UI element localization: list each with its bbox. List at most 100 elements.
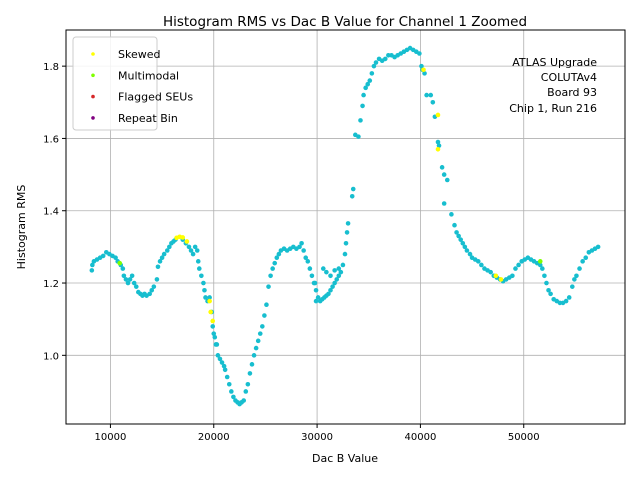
data-point bbox=[328, 287, 333, 293]
data-point bbox=[125, 280, 131, 286]
legend-marker bbox=[91, 73, 95, 78]
data-point bbox=[159, 255, 165, 261]
data-point bbox=[421, 67, 426, 73]
y-tick-label: 1.2 bbox=[43, 279, 59, 290]
data-point bbox=[157, 259, 163, 264]
annotation-line-2: COLUTAv4 bbox=[541, 71, 597, 84]
data-point bbox=[435, 146, 441, 152]
data-point bbox=[195, 259, 201, 264]
data-point bbox=[253, 345, 259, 351]
data-point bbox=[336, 266, 342, 271]
data-point bbox=[194, 248, 200, 253]
data-point bbox=[268, 273, 273, 279]
data-point bbox=[89, 268, 95, 273]
data-point bbox=[510, 273, 515, 279]
data-point bbox=[422, 71, 427, 76]
data-point bbox=[595, 244, 601, 250]
data-point bbox=[344, 230, 350, 235]
data-point bbox=[444, 177, 450, 183]
data-point bbox=[467, 251, 473, 257]
data-point bbox=[574, 273, 579, 279]
data-point bbox=[272, 260, 278, 266]
data-point bbox=[161, 251, 167, 257]
data-point bbox=[373, 60, 379, 65]
data-point bbox=[343, 240, 349, 246]
data-point bbox=[358, 118, 363, 123]
data-point bbox=[315, 295, 321, 300]
data-point bbox=[299, 240, 304, 246]
data-point bbox=[196, 266, 202, 271]
data-point bbox=[221, 363, 227, 369]
series-skewed bbox=[174, 67, 504, 324]
data-point bbox=[350, 186, 356, 192]
data-point bbox=[90, 262, 95, 268]
data-point bbox=[199, 273, 204, 279]
data-point bbox=[452, 222, 457, 228]
data-point bbox=[151, 284, 157, 289]
x-tick-label: 20000 bbox=[198, 432, 230, 443]
y-tick-label: 1.8 bbox=[43, 62, 59, 73]
data-point bbox=[326, 291, 331, 297]
data-point bbox=[164, 248, 170, 253]
data-point bbox=[369, 71, 375, 76]
data-point bbox=[493, 273, 499, 279]
data-point bbox=[241, 398, 247, 403]
annotation: ATLAS Upgrade COLUTAv4 Board 93 Chip 1, … bbox=[509, 56, 597, 115]
data-point bbox=[313, 287, 319, 293]
x-tick-label: 50000 bbox=[508, 432, 540, 443]
data-point bbox=[127, 277, 133, 282]
legend-label: Skewed bbox=[118, 48, 160, 61]
data-point bbox=[498, 277, 504, 282]
legend: Skewed Multimodal Flagged SEUs Repeat Bin bbox=[72, 36, 193, 131]
data-point bbox=[309, 273, 315, 279]
data-point bbox=[303, 255, 309, 261]
data-point bbox=[570, 284, 575, 289]
data-point bbox=[210, 318, 216, 324]
y-axis-label: Histogram RMS bbox=[15, 185, 28, 270]
data-point bbox=[217, 356, 223, 362]
data-point bbox=[342, 251, 348, 257]
data-point bbox=[190, 251, 196, 257]
y-axis: 1.0 1.2 1.4 1.6 1.8 bbox=[43, 62, 66, 362]
annotation-line-1: ATLAS Upgrade bbox=[512, 56, 597, 69]
data-point bbox=[305, 259, 311, 264]
chart-title: Histogram RMS vs Dac B Value for Channel… bbox=[163, 14, 527, 30]
data-point bbox=[583, 255, 589, 261]
data-point bbox=[202, 287, 207, 293]
data-point bbox=[458, 237, 464, 242]
data-point bbox=[297, 244, 302, 250]
data-point bbox=[360, 103, 365, 109]
data-point bbox=[147, 291, 152, 297]
data-point bbox=[424, 92, 429, 98]
data-point bbox=[255, 338, 261, 344]
data-point bbox=[212, 334, 218, 340]
legend-label: Repeat Bin bbox=[118, 112, 178, 125]
data-point bbox=[192, 244, 198, 250]
data-point bbox=[184, 239, 190, 244]
data-point bbox=[563, 298, 569, 304]
legend-label: Flagged SEUs bbox=[118, 91, 193, 104]
data-point bbox=[186, 244, 192, 250]
data-point bbox=[113, 255, 118, 261]
data-point bbox=[313, 298, 319, 304]
legend-box bbox=[72, 36, 158, 131]
data-point bbox=[441, 201, 447, 206]
data-point bbox=[207, 298, 212, 304]
x-tick-label: 10000 bbox=[95, 432, 127, 443]
data-point bbox=[363, 85, 368, 91]
data-point bbox=[419, 63, 424, 69]
x-tick-label: 40000 bbox=[405, 432, 437, 443]
data-point bbox=[245, 381, 251, 387]
data-point bbox=[516, 262, 521, 268]
data-point bbox=[201, 280, 206, 286]
data-point bbox=[214, 342, 220, 347]
data-point bbox=[537, 259, 543, 264]
data-point bbox=[371, 63, 377, 69]
data-point bbox=[210, 324, 216, 329]
data-point bbox=[449, 212, 454, 217]
data-point bbox=[332, 268, 337, 273]
data-point bbox=[340, 262, 346, 268]
data-point bbox=[439, 165, 445, 170]
series-data bbox=[89, 45, 601, 407]
data-point bbox=[208, 309, 213, 315]
